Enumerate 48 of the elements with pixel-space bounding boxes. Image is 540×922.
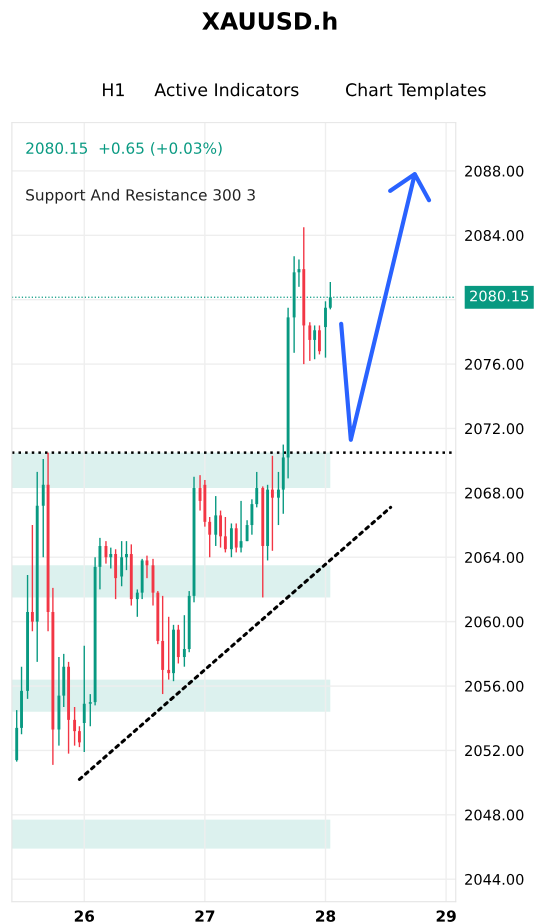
y-tick-label: 2084.00 bbox=[465, 230, 524, 242]
candlestick bbox=[219, 510, 222, 548]
candlestick bbox=[224, 516, 227, 554]
candlestick bbox=[146, 554, 148, 579]
y-tick-label: 2068.00 bbox=[465, 488, 524, 499]
y-tick-label: 2048.00 bbox=[465, 810, 524, 821]
candlestick bbox=[318, 324, 321, 356]
candlestick bbox=[182, 614, 186, 668]
candlestick bbox=[78, 726, 81, 748]
candlestick bbox=[73, 706, 76, 746]
chart-title: XAUUSD.h bbox=[202, 12, 336, 30]
candlestick bbox=[198, 474, 202, 512]
y-tick-label: 2072.00 bbox=[465, 423, 524, 434]
x-tick-label: 28 bbox=[316, 910, 336, 922]
y-tick-label: 2044.00 bbox=[465, 874, 524, 885]
text: H1 bbox=[103, 83, 124, 96]
y-tick-label: 2052.00 bbox=[465, 745, 524, 756]
annotation: 2080.15 +0.65 (+0.03%) bbox=[26, 142, 222, 156]
ref-line-label: 2080.15 bbox=[470, 290, 528, 302]
candlestick bbox=[125, 540, 128, 571]
y-tick-label: 2060.00 bbox=[465, 616, 524, 628]
candlestick bbox=[270, 455, 274, 552]
candlestick bbox=[298, 258, 300, 288]
y-tick-label: 2056.00 bbox=[465, 680, 524, 692]
candlestick bbox=[120, 540, 124, 587]
y-tick-label: 2088.00 bbox=[465, 166, 524, 177]
y-tick-label: 2064.00 bbox=[465, 552, 524, 563]
candlestick bbox=[313, 324, 316, 360]
candlestick bbox=[240, 500, 243, 554]
candlestick bbox=[167, 616, 170, 680]
x-tick-label: 29 bbox=[436, 910, 456, 922]
candlestick bbox=[230, 522, 233, 558]
candlestick bbox=[136, 588, 139, 618]
candlestick bbox=[324, 300, 327, 358]
text: Active Indicators bbox=[154, 82, 298, 96]
x-tick-label: 27 bbox=[195, 910, 214, 922]
text: Support And Resistance 300 3 bbox=[26, 188, 255, 204]
x-tick-label: 26 bbox=[74, 910, 94, 922]
text: Chart Templates bbox=[346, 82, 486, 100]
candlestick bbox=[208, 516, 212, 558]
candlestick bbox=[308, 322, 312, 362]
candlestick bbox=[277, 471, 280, 526]
candlestick bbox=[30, 524, 34, 632]
candlestick bbox=[246, 520, 249, 542]
candlestick bbox=[98, 537, 102, 590]
y-tick-label: 2076.00 bbox=[465, 358, 524, 370]
candlestick bbox=[250, 498, 254, 536]
candlestick bbox=[104, 540, 108, 564]
